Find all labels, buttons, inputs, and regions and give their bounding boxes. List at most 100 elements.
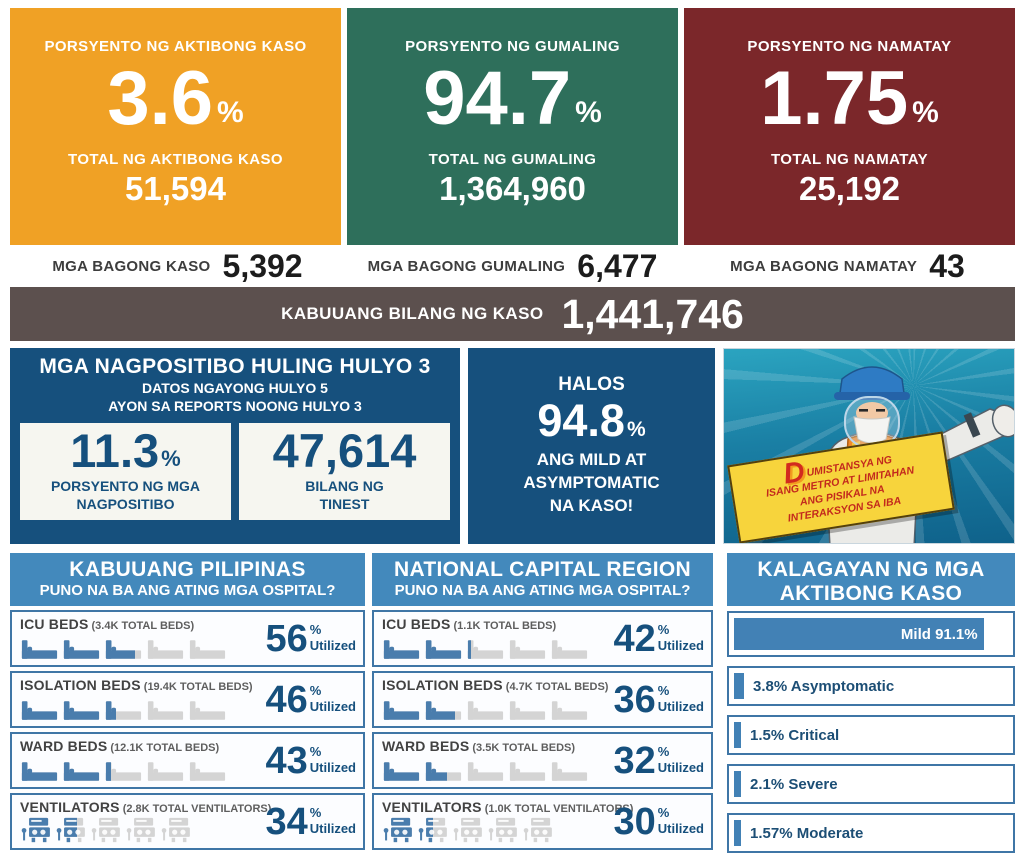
distancing-illustration: DUMISTANSYA NG ISANG METRO AT LIMITAHAN … [723,348,1015,544]
resource-name: ISOLATION BEDS [382,677,503,693]
bed-icon [21,700,58,721]
total-cases-label: KABUUANG BILANG NG KASO [281,304,544,323]
bed-icon [105,700,142,721]
positivity-boxes: 11.3 % PORSYENTO NG MGA NAGPOSITIBO 47,6… [10,415,460,521]
bed-icon [467,761,504,782]
resource-name: ICU BEDS [20,616,89,632]
recovered-percent-value: 94.7 % [423,56,602,141]
bed-icon [21,639,58,660]
bed-icon [425,700,462,721]
deaths-card: PORSYENTO NG NAMATAY 1.75 % TOTAL NG NAM… [684,8,1015,245]
bed-icon [147,700,184,721]
utilization-icons [21,639,226,660]
utilization-icons [383,761,588,782]
active-total-value: 51,594 [125,170,226,208]
ventilator-icon [126,817,156,843]
utilization-percent: 42% Utilized [613,618,704,660]
utilization-icons [21,700,226,721]
percent-sign: % [309,744,322,759]
percent-sign: % [309,683,322,698]
bed-icon [189,761,226,782]
ventilator-icon [453,817,483,843]
ventilator-icon [488,817,518,843]
ventilator-icon [91,817,121,843]
bed-icon [147,761,184,782]
new-cases-item: MGA BAGONG KASO 5,392 [52,247,303,284]
ncr-utilization-rows: ICU BEDS (1.1K TOTAL BEDS) 42% Utilized ISOL… [372,610,713,850]
resource-name: ISOLATION BEDS [20,677,141,693]
positivity-subtitle-2: AYON SA REPORTS NOONG HULYO 3 [108,398,362,415]
recovered-total-label: TOTAL NG GUMALING [428,151,597,169]
utilization-percent: 32% Utilized [613,740,704,782]
bed-icon [467,700,504,721]
recovered-card: PORSYENTO NG GUMALING 94.7 % TOTAL NG GU… [347,8,678,245]
bottom-band: KABUUANG PILIPINAS PUNO NA BA ANG ATING … [10,553,1015,853]
utilization-percent: 34% Utilized [265,801,356,843]
positivity-subtitle-1: DATOS NGAYONG HULYO 5 [142,380,328,396]
bed-icon [383,639,420,660]
positivity-rate-box: 11.3 % PORSYENTO NG MGA NAGPOSITIBO [20,423,231,521]
percent-sign: % [657,744,670,759]
new-recovered-item: MGA BAGONG GUMALING 6,477 [367,247,658,284]
resource-total: (3.4K TOTAL BEDS) [91,620,195,632]
resource-name: WARD BEDS [382,738,470,754]
percent-sign: % [575,95,602,129]
bed-icon [63,700,100,721]
ventilator-icon [56,817,86,843]
percent-sign: % [309,805,322,820]
deaths-total-label: TOTAL NG NAMATAY [771,151,928,169]
ventilator-icon [523,817,553,843]
top-stats-row: PORSYENTO NG AKTIBONG KASO 3.6 % TOTAL N… [10,8,1015,245]
utilization-icons [21,761,226,782]
active-percent-label: PORSYENTO NG AKTIBONG KASO [44,38,307,55]
utilization-percent: 56% Utilized [265,618,356,660]
active-total-label: TOTAL NG AKTIBONG KASO [68,151,283,169]
utilization-percent: 30% Utilized [613,801,704,843]
deaths-percent-label: PORSYENTO NG NAMATAY [747,38,952,55]
utilized-label: Utilized [309,821,356,836]
bed-icon [509,761,546,782]
utilization-row: ISOLATION BEDS (19.4K TOTAL BEDS) 46% Utili… [10,671,365,728]
philippines-header: KABUUANG PILIPINAS PUNO NA BA ANG ATING … [10,553,365,606]
case-status-row: Mild 91.1% [727,611,1015,657]
recovered-percent-label: PORSYENTO NG GUMALING [405,38,620,55]
percent-sign: % [657,683,670,698]
status-bar [734,673,744,699]
total-cases-value: 1,441,746 [561,290,744,337]
active-percent-value: 3.6 % [107,56,244,141]
utilization-percent: 43% Utilized [265,740,356,782]
ncr-header: NATIONAL CAPITAL REGION PUNO NA BA ANG A… [372,553,713,606]
ventilator-icon [21,817,51,843]
status-bar [734,771,741,797]
case-status-row: 2.1% Severe [727,764,1015,804]
new-deaths-item: MGA BAGONG NAMATAY 43 [730,247,965,284]
bed-icon [551,761,588,782]
hospital-col-philippines: KABUUANG PILIPINAS PUNO NA BA ANG ATING … [10,553,365,853]
total-cases-bar: KABUUANG BILANG NG KASO 1,441,746 [10,287,1015,341]
ventilator-icon [418,817,448,843]
ventilator-icon [161,817,191,843]
resource-total: (1.1K TOTAL BEDS) [453,620,557,632]
resource-total: (4.7K TOTAL BEDS) [505,681,609,693]
bed-icon [189,700,226,721]
utilization-icons [383,817,553,843]
utilization-percent: 36% Utilized [613,679,704,721]
utilized-label: Utilized [309,699,356,714]
active-cases-card: PORSYENTO NG AKTIBONG KASO 3.6 % TOTAL N… [10,8,341,245]
utilization-row: ICU BEDS (1.1K TOTAL BEDS) 42% Utilized [372,610,713,667]
bed-icon [425,761,462,782]
bed-icon [509,639,546,660]
bed-icon [189,639,226,660]
resource-name: ICU BEDS [382,616,451,632]
resource-name: WARD BEDS [20,738,108,754]
utilized-label: Utilized [657,638,704,653]
case-status-col: KALAGAYAN NG MGA AKTIBONG KASO Mild 91.1… [727,553,1015,853]
deaths-percent-value: 1.75 % [760,56,939,141]
status-bar [734,820,741,846]
bed-icon [383,761,420,782]
percent-sign: % [626,418,646,442]
case-status-row: 1.57% Moderate [727,813,1015,853]
percent-sign: % [309,622,322,637]
utilized-label: Utilized [657,760,704,775]
